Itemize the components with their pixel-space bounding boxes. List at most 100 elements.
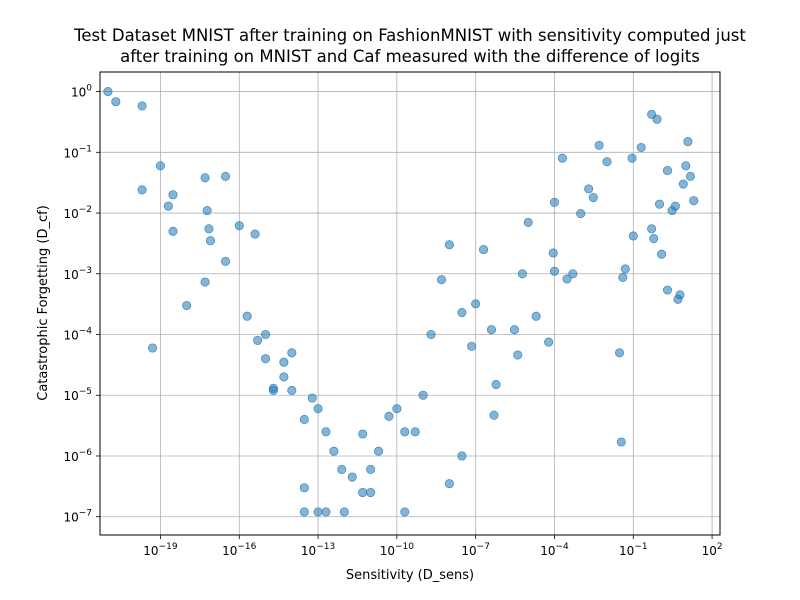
- data-point: [307, 393, 317, 403]
- data-point: [523, 217, 533, 227]
- data-point: [321, 427, 331, 437]
- y-axis-ticks: 10−7 10−6 10−5 10−4 10−3 10−2 10−1 100: [63, 84, 100, 525]
- data-point: [479, 245, 489, 255]
- data-point: [588, 192, 598, 203]
- data-point: [299, 483, 309, 493]
- data-point: [654, 199, 665, 209]
- data-point: [366, 464, 376, 475]
- data-point: [426, 329, 436, 340]
- data-point: [568, 269, 578, 279]
- data-point: [103, 87, 113, 97]
- data-point: [657, 249, 667, 259]
- data-point: [662, 285, 673, 295]
- data-point: [299, 507, 309, 517]
- y-tick-label: 10−5: [63, 387, 92, 403]
- data-point: [457, 451, 467, 461]
- x-tick-label: 10−7: [461, 542, 490, 558]
- data-point: [373, 446, 384, 456]
- data-point: [544, 337, 554, 347]
- data-point: [268, 383, 278, 393]
- data-point: [662, 166, 673, 176]
- data-point: [313, 404, 323, 414]
- data-point: [602, 157, 612, 167]
- data-point: [242, 311, 252, 321]
- data-point: [467, 341, 477, 351]
- y-tick-label: 10−7: [63, 509, 92, 525]
- data-point: [279, 357, 289, 367]
- data-point: [137, 185, 147, 195]
- data-point: [358, 429, 368, 439]
- data-point: [202, 205, 212, 216]
- data-point: [531, 311, 541, 321]
- data-point: [279, 372, 289, 382]
- data-point: [594, 140, 604, 150]
- y-tick-label: 10−2: [63, 205, 92, 221]
- data-point: [287, 385, 297, 395]
- data-point: [366, 487, 376, 498]
- data-point: [155, 161, 165, 171]
- data-point: [491, 379, 501, 390]
- x-tick-label: 10−19: [143, 542, 178, 558]
- data-point: [457, 307, 467, 318]
- data-point: [299, 414, 309, 424]
- data-point: [584, 184, 594, 194]
- data-point: [647, 109, 657, 119]
- data-point: [675, 290, 685, 300]
- data-point: [168, 190, 178, 200]
- data-point: [678, 179, 688, 189]
- data-point: [620, 264, 630, 274]
- data-point: [614, 348, 625, 358]
- data-point: [436, 275, 447, 285]
- data-point: [548, 248, 558, 258]
- data-point: [489, 410, 499, 420]
- data-point: [649, 234, 659, 244]
- data-point: [549, 266, 560, 276]
- data-point: [384, 411, 394, 421]
- data-point: [234, 221, 244, 231]
- data-point: [418, 390, 428, 400]
- data-point: [200, 173, 210, 183]
- data-point: [549, 197, 560, 207]
- data-point: [627, 153, 637, 163]
- data-point: [400, 427, 410, 437]
- data-point: [444, 479, 454, 489]
- data-point: [683, 137, 693, 147]
- data-point: [287, 348, 297, 358]
- grid: [100, 72, 720, 535]
- data-point: [250, 229, 260, 239]
- data-points: [103, 87, 699, 517]
- x-tick-label: 10−1: [619, 542, 648, 558]
- plot-frame: [99, 71, 721, 536]
- data-point: [444, 240, 454, 250]
- x-axis-ticks: 10−19 10−16 10−13 10−10 10−7 10−4 10−1 102: [143, 535, 723, 558]
- data-point: [410, 427, 420, 437]
- data-point: [329, 446, 339, 456]
- data-point: [618, 272, 628, 282]
- data-point: [204, 224, 214, 234]
- data-point: [400, 507, 410, 517]
- data-point: [253, 335, 263, 345]
- chart-title-line-1: Test Dataset MNIST after training on Fas…: [74, 26, 746, 45]
- y-tick-label: 10−1: [63, 144, 92, 160]
- data-point: [313, 507, 323, 517]
- data-point: [685, 171, 695, 182]
- data-point: [681, 161, 691, 171]
- x-tick-label: 10−16: [222, 542, 257, 558]
- data-point: [321, 507, 331, 517]
- data-point: [647, 224, 657, 234]
- data-point: [486, 325, 497, 335]
- data-point: [205, 236, 215, 246]
- data-point: [513, 350, 523, 360]
- chart-title-line-2: after training on MNIST and Caf measured…: [120, 47, 700, 66]
- data-point: [182, 300, 192, 311]
- data-point: [689, 196, 699, 206]
- data-point: [111, 97, 121, 107]
- data-point: [337, 464, 347, 475]
- data-point: [220, 171, 231, 182]
- data-point: [260, 329, 271, 340]
- data-point: [163, 201, 173, 211]
- data-point: [517, 269, 527, 279]
- data-point: [260, 354, 271, 364]
